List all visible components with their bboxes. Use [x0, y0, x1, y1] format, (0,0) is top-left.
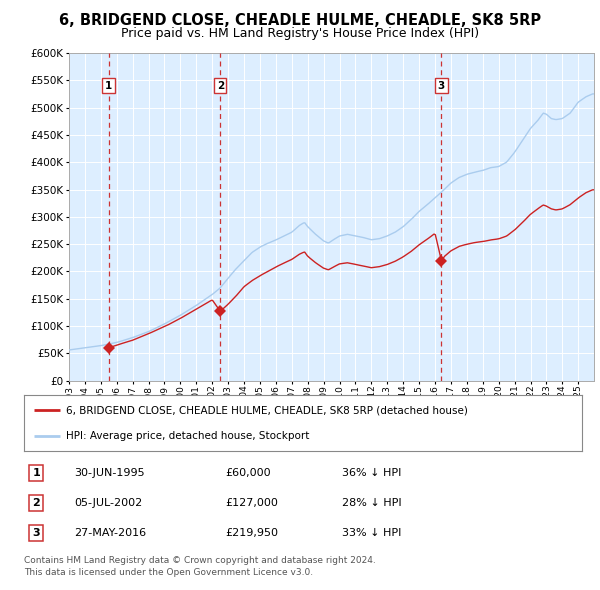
Text: £127,000: £127,000 [225, 498, 278, 508]
Text: 2: 2 [217, 81, 224, 91]
Text: 30-JUN-1995: 30-JUN-1995 [74, 468, 145, 478]
Text: £60,000: £60,000 [225, 468, 271, 478]
Text: 3: 3 [32, 528, 40, 538]
Text: 28% ↓ HPI: 28% ↓ HPI [342, 498, 401, 508]
Text: £219,950: £219,950 [225, 528, 278, 538]
Text: 1: 1 [32, 468, 40, 478]
Text: 33% ↓ HPI: 33% ↓ HPI [342, 528, 401, 538]
Text: 6, BRIDGEND CLOSE, CHEADLE HULME, CHEADLE, SK8 5RP: 6, BRIDGEND CLOSE, CHEADLE HULME, CHEADL… [59, 13, 541, 28]
Text: 3: 3 [438, 81, 445, 91]
Text: 36% ↓ HPI: 36% ↓ HPI [342, 468, 401, 478]
Text: 2: 2 [32, 498, 40, 508]
Text: 27-MAY-2016: 27-MAY-2016 [74, 528, 146, 538]
Text: 05-JUL-2002: 05-JUL-2002 [74, 498, 142, 508]
Text: HPI: Average price, detached house, Stockport: HPI: Average price, detached house, Stoc… [66, 431, 309, 441]
Text: Contains HM Land Registry data © Crown copyright and database right 2024.
This d: Contains HM Land Registry data © Crown c… [24, 556, 376, 576]
Text: 6, BRIDGEND CLOSE, CHEADLE HULME, CHEADLE, SK8 5RP (detached house): 6, BRIDGEND CLOSE, CHEADLE HULME, CHEADL… [66, 405, 468, 415]
Text: 1: 1 [105, 81, 112, 91]
Text: Price paid vs. HM Land Registry's House Price Index (HPI): Price paid vs. HM Land Registry's House … [121, 27, 479, 40]
